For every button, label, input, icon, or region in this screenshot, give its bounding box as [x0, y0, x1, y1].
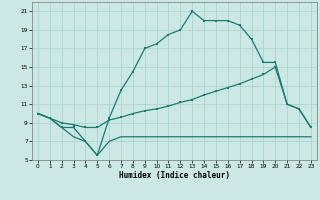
X-axis label: Humidex (Indice chaleur): Humidex (Indice chaleur) — [119, 171, 230, 180]
